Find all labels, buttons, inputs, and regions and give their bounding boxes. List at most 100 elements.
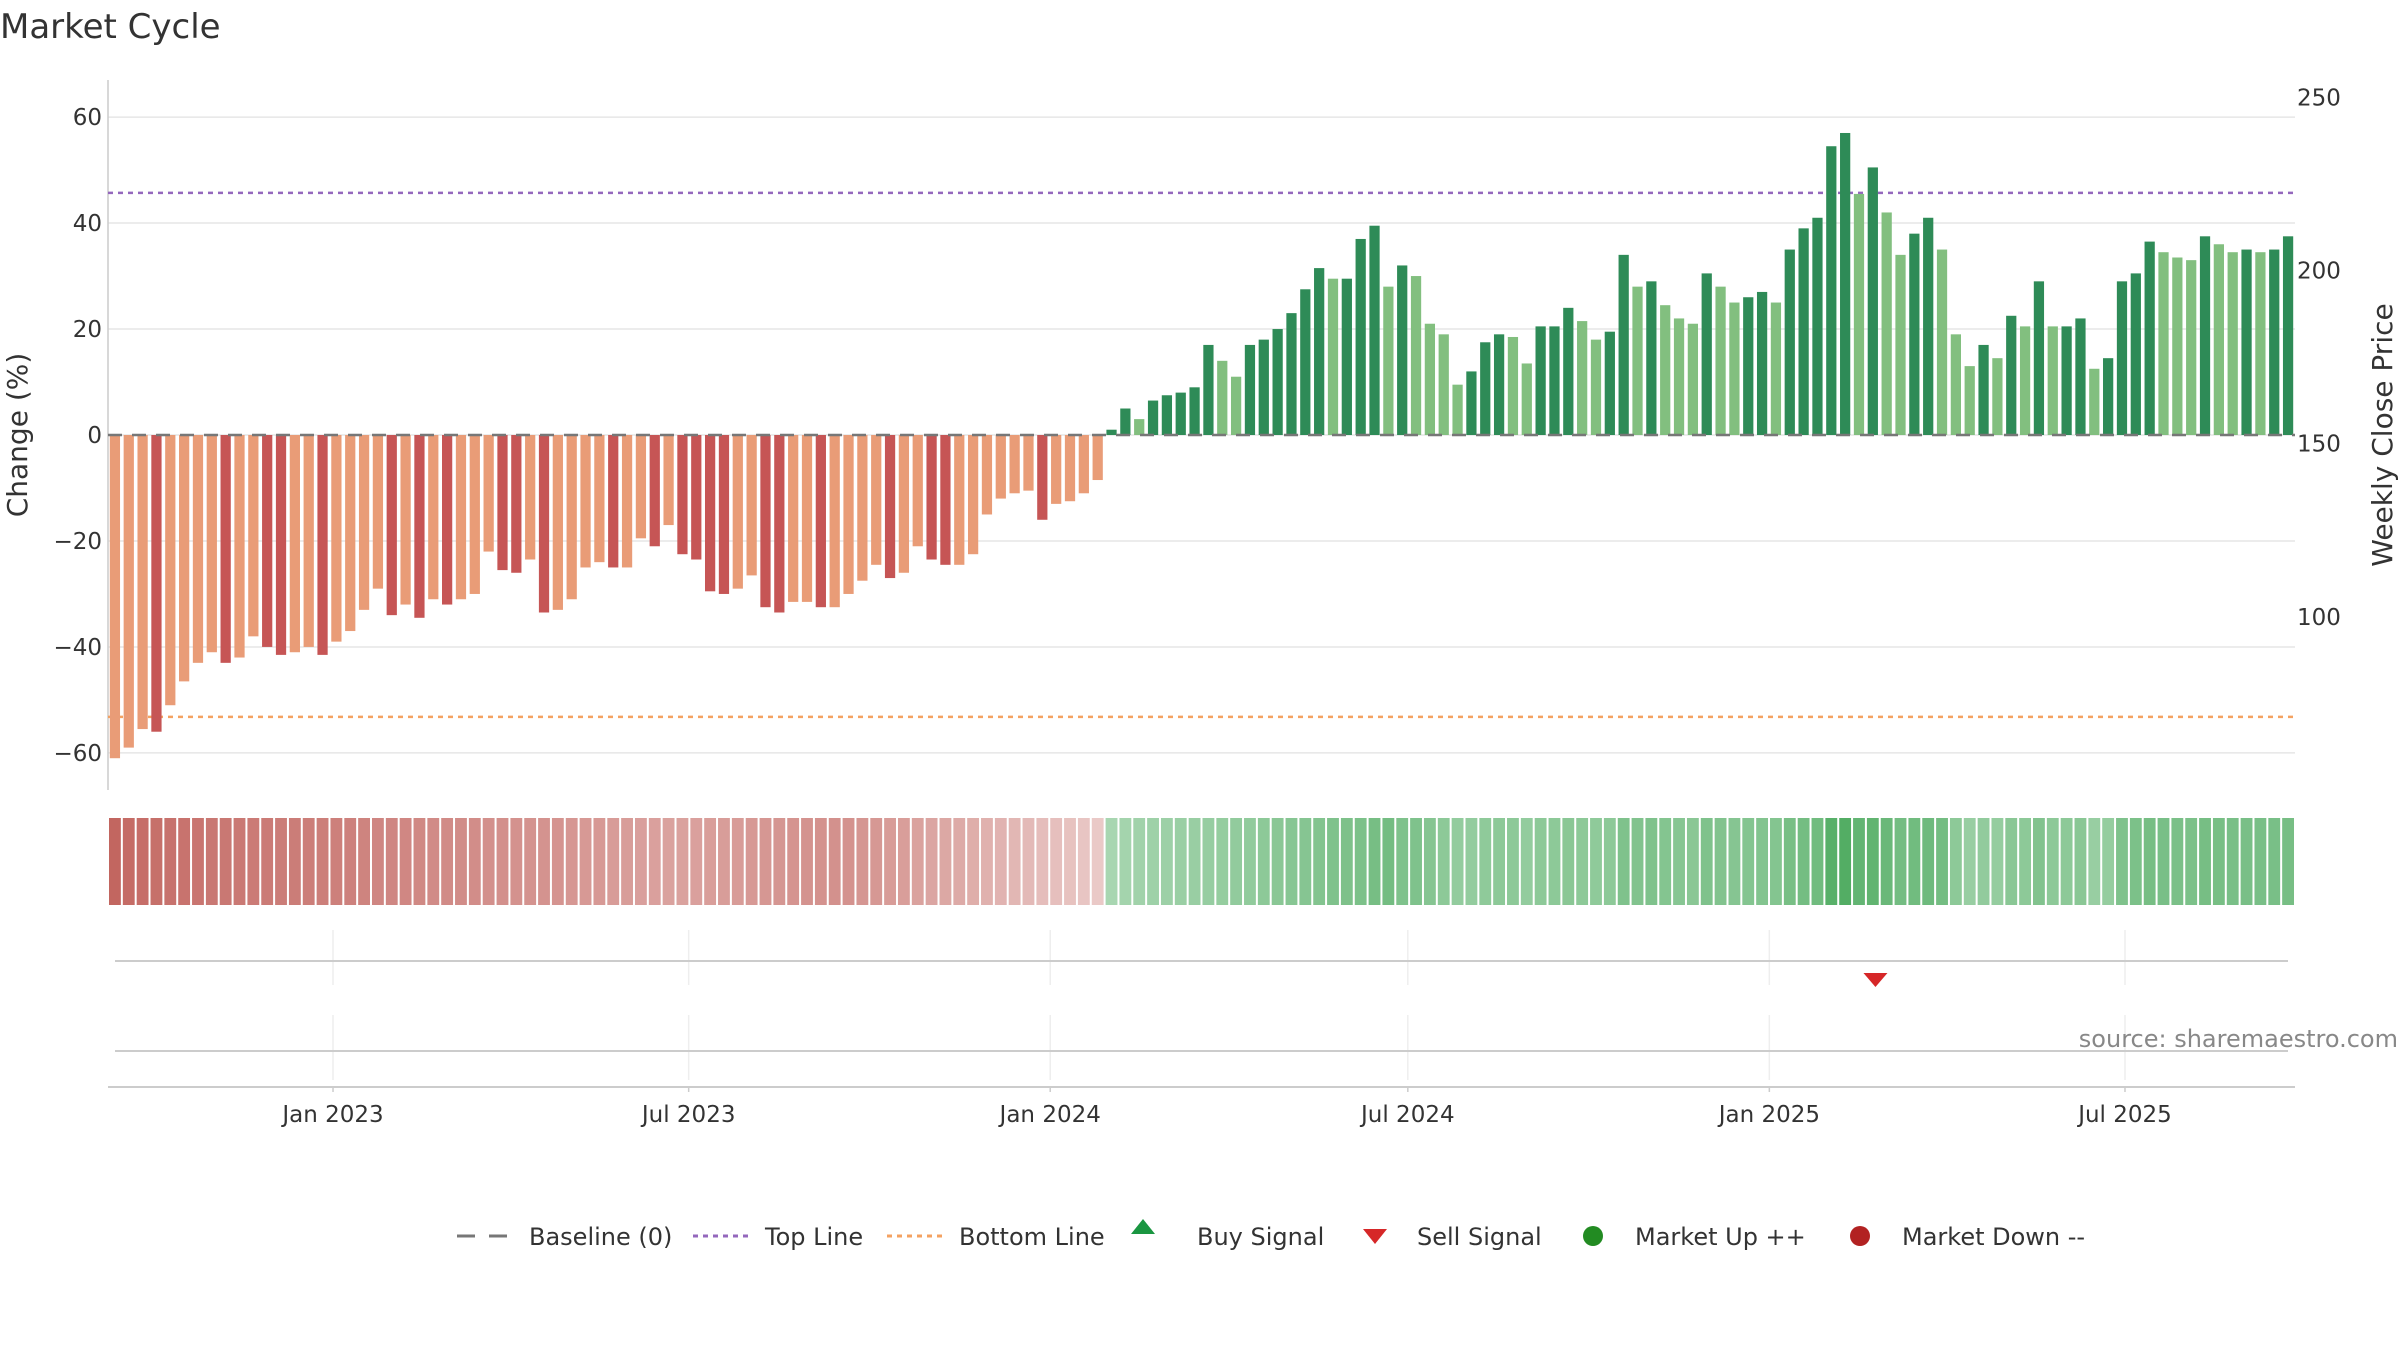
heat-cell: [1451, 818, 1464, 905]
heat-cell: [2143, 818, 2156, 905]
y-tick-label: −20: [53, 529, 102, 555]
heat-cell: [676, 818, 689, 905]
change-bar: [400, 435, 411, 605]
heat-cell: [1977, 818, 1990, 905]
change-bar: [1037, 435, 1048, 520]
heat-cell: [1285, 818, 1298, 905]
legend-item-up: Market Up ++: [1583, 1223, 1806, 1251]
heat-cell: [1091, 818, 1104, 905]
change-bar: [1687, 323, 1699, 435]
y-tick-label: 40: [73, 211, 102, 237]
change-bar: [1549, 326, 1560, 435]
change-bar: [1673, 318, 1685, 435]
heat-cell: [302, 818, 315, 905]
heat-cell: [1963, 818, 1976, 905]
change-bar: [788, 435, 799, 602]
heat-cell: [2046, 818, 2059, 905]
heat-cell: [1770, 818, 1782, 905]
change-bar: [2282, 236, 2294, 435]
heat-cell: [358, 818, 370, 905]
left-axis-ticks: −60 −40 −20 0 20 40 60: [53, 105, 102, 767]
heat-cell: [1548, 818, 1561, 905]
change-bar: [1950, 334, 1961, 435]
heat-cell: [1271, 818, 1284, 905]
heat-cell: [1894, 818, 1907, 905]
change-bar: [1217, 360, 1228, 435]
change-bar: [1577, 321, 1588, 435]
heat-cell: [524, 818, 537, 905]
heat-cell: [2102, 818, 2115, 905]
heat-cell: [1202, 818, 1215, 905]
heat-cell: [2185, 818, 2198, 905]
change-bar: [137, 435, 148, 730]
change-bar: [2006, 315, 2017, 435]
change-bar: [2241, 249, 2252, 435]
heat-cell: [1299, 818, 1312, 905]
change-bar: [2033, 281, 2045, 435]
change-bar: [372, 435, 384, 589]
heat-cell: [1520, 818, 1533, 905]
market-up-dot-icon: [1583, 1226, 1603, 1246]
change-bar: [1452, 384, 1463, 435]
heat-cell: [109, 818, 121, 905]
heat-cell: [870, 818, 883, 905]
change-bar: [248, 435, 259, 637]
heat-cell: [1257, 818, 1270, 905]
heat-cell: [621, 818, 633, 905]
change-bar: [2158, 252, 2169, 435]
left-axis-title: Change (%): [1, 353, 34, 518]
heat-cell: [1105, 818, 1118, 905]
heat-cell: [1880, 818, 1893, 905]
heat-cell: [1230, 818, 1243, 905]
heat-cell: [455, 818, 467, 905]
change-bar: [1590, 339, 1602, 435]
change-bar: [2089, 368, 2100, 435]
heat-cell: [1742, 818, 1755, 905]
heat-cell: [579, 818, 592, 905]
change-bar: [442, 435, 453, 605]
heat-cell: [953, 818, 966, 905]
change-bar: [1729, 302, 1740, 435]
change-bar: [732, 435, 743, 589]
heat-cell: [593, 818, 606, 905]
heat-cell: [316, 818, 329, 905]
legend-item-sell: Sell Signal: [1363, 1223, 1542, 1251]
legend-label: Sell Signal: [1417, 1223, 1542, 1251]
change-bar: [760, 435, 771, 608]
change-bar: [2116, 281, 2128, 435]
change-bar: [746, 435, 757, 576]
heat-cell: [510, 818, 523, 905]
change-bar: [1410, 276, 1422, 435]
change-bar: [2213, 244, 2224, 435]
change-bar: [414, 435, 425, 618]
change-bar: [718, 435, 730, 594]
heat-cell: [704, 818, 717, 905]
heat-cell: [2282, 818, 2294, 905]
change-bar: [262, 435, 273, 647]
heat-cell: [1534, 818, 1547, 905]
change-bar: [1770, 302, 1782, 435]
heat-cell: [1382, 818, 1395, 905]
change-bar: [1895, 254, 1906, 435]
heat-cell: [1479, 818, 1492, 905]
y-tick-label: 20: [73, 317, 102, 343]
heat-cell: [1119, 818, 1132, 905]
heat-cell: [607, 818, 620, 905]
heat-cell: [178, 818, 191, 905]
change-bar: [1853, 193, 1865, 435]
heat-cell: [1825, 818, 1838, 905]
heat-cell: [1423, 818, 1436, 905]
heat-cell: [1008, 818, 1021, 905]
change-bar: [1521, 363, 1532, 435]
y-tick-label: −60: [53, 741, 102, 767]
heat-cell: [385, 818, 398, 905]
change-bar: [608, 435, 619, 568]
change-bar: [1618, 254, 1629, 435]
change-bar: [2047, 326, 2058, 435]
change-bar: [871, 435, 882, 565]
heat-cell: [565, 818, 578, 905]
heat-cell: [2226, 818, 2239, 905]
change-bar: [1936, 249, 1948, 435]
change-bar: [1715, 286, 1726, 435]
change-bar: [1106, 429, 1117, 435]
